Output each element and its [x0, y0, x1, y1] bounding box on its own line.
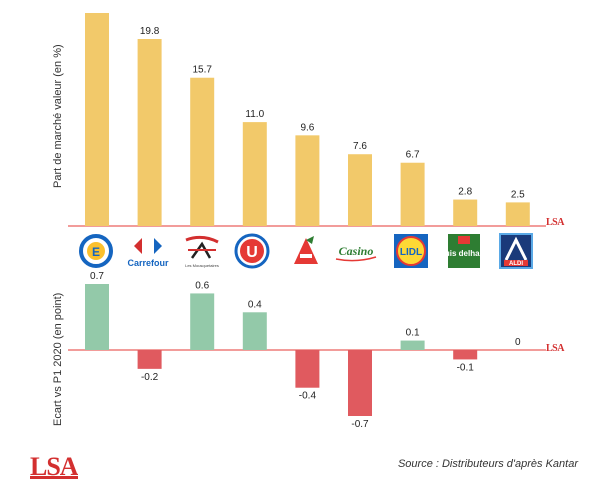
bottom-bar-6 — [400, 340, 425, 350]
bottom-bar-1 — [137, 350, 162, 369]
leclerc-logo: E — [74, 232, 118, 270]
bottom-bar-label-1: -0.2 — [141, 372, 159, 383]
top-bar-label-7: 2.8 — [458, 187, 472, 198]
bottom-bar-7 — [453, 350, 478, 360]
source-note: Source : Distributeurs d'après Kantar — [397, 458, 578, 470]
systeme-u-logo: U — [230, 232, 274, 270]
svg-text:LIDL: LIDL — [400, 247, 422, 258]
casino-logo: Casino — [330, 232, 382, 270]
bottom-bar-label-0: 0.7 — [90, 271, 104, 282]
svg-text:Carrefour: Carrefour — [127, 258, 169, 268]
auchan-logo — [284, 232, 328, 270]
bottom-bar-label-6: 0.1 — [406, 328, 420, 339]
bottom-bar-label-3: 0.4 — [248, 299, 262, 310]
top-bar-label-3: 11.0 — [245, 109, 264, 120]
svg-text:U: U — [246, 244, 258, 261]
aldi-logo: ALDI — [494, 232, 538, 270]
top-bar-2 — [190, 77, 215, 226]
top-bar-8 — [505, 202, 530, 226]
bottom-bar-5 — [348, 350, 372, 416]
carrefour-logo: Carrefour — [124, 232, 169, 270]
top-bar-label-2: 15.7 — [192, 65, 212, 76]
louis-delhaize-logo: louis delhaize — [438, 232, 491, 270]
svg-text:ALDI: ALDI — [509, 261, 523, 267]
svg-text:Les Mousquetaires: Les Mousquetaires — [185, 263, 219, 268]
bottom-bar-4 — [295, 350, 320, 388]
mousquetaires-logo: Les Mousquetaires — [178, 232, 222, 270]
svg-text:louis delhaize: louis delhaize — [442, 249, 486, 258]
top-bar-label-8: 2.5 — [511, 189, 525, 200]
bottom-bar-2 — [190, 293, 215, 350]
top-bar-0 — [85, 13, 109, 226]
top-bar-label-1: 19.8 — [140, 26, 160, 37]
lidl-logo: LIDL — [390, 232, 434, 270]
bottom-bar-label-7: -0.1 — [457, 362, 475, 373]
top-bar-4 — [295, 135, 320, 226]
bottom-bar-label-5: -0.7 — [351, 419, 369, 430]
top-bar-label-5: 7.6 — [353, 141, 367, 152]
bottom-bar-label-2: 0.6 — [195, 280, 209, 291]
top-bar-3 — [242, 122, 267, 226]
top-bar-7 — [453, 199, 478, 226]
bottom-bar-3 — [242, 312, 267, 350]
top-y-axis-label: Part de marché valeur (en %) — [52, 44, 64, 188]
lsa-tag-bottom: LSA — [546, 343, 564, 354]
top-bar-1 — [137, 39, 162, 226]
bottom-bar-0 — [85, 284, 109, 350]
top-bar-6 — [400, 162, 425, 226]
lsa-tag-top: LSA — [546, 217, 564, 228]
bottom-bar-label-4: -0.4 — [299, 391, 317, 402]
bottom-y-axis-label: Ecart vs P1 2020 (en point) — [52, 292, 64, 426]
top-bar-label-6: 6.7 — [406, 150, 420, 161]
top-bar-label-4: 9.6 — [300, 122, 314, 133]
bottom-bar-label-8: 0 — [515, 337, 521, 348]
svg-text:E: E — [92, 245, 100, 259]
svg-text:Casino: Casino — [339, 244, 374, 258]
top-bar-5 — [348, 154, 372, 226]
lsa-logo: LSA — [30, 456, 78, 479]
